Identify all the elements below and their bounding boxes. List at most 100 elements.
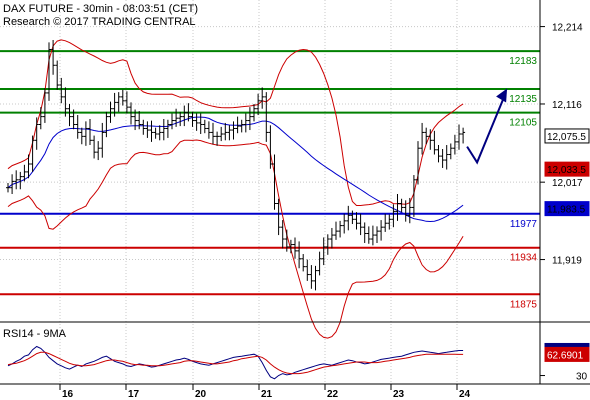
price-bar <box>137 111 142 130</box>
price-bar <box>452 134 457 155</box>
price-bar <box>22 164 27 182</box>
price-bar <box>297 241 302 269</box>
price-bar <box>358 213 363 236</box>
price-bar <box>219 126 224 142</box>
price-badge <box>544 161 590 177</box>
price-bar <box>231 121 236 140</box>
price-bar <box>436 145 441 163</box>
y-tick-label: 12,017 <box>552 178 583 189</box>
price-badge <box>544 201 590 217</box>
price-bar <box>424 127 429 145</box>
price-bar <box>108 101 113 123</box>
price-bar <box>239 119 244 133</box>
price-bar <box>96 141 101 161</box>
x-tick-label: 24 <box>459 389 471 400</box>
price-badge-label: 11,983.5 <box>547 205 586 216</box>
price-bar <box>293 237 297 259</box>
price-bar <box>448 143 453 160</box>
rsi-badge <box>544 346 590 362</box>
price-bar <box>235 116 240 134</box>
forecast-path <box>466 94 507 165</box>
price-bar <box>247 107 252 131</box>
x-tick-label: 21 <box>261 389 273 400</box>
price-bar <box>428 129 433 150</box>
price-bar <box>346 205 351 231</box>
price-bar <box>416 141 420 185</box>
price-bar <box>411 175 416 217</box>
price-bar <box>47 42 51 101</box>
price-bar <box>325 234 330 255</box>
price-bar <box>211 122 215 145</box>
price-bar <box>366 226 371 244</box>
price-bar <box>67 103 72 127</box>
price-bar <box>329 227 334 249</box>
price-bar <box>10 174 15 195</box>
price-bar <box>129 102 133 125</box>
price-bar <box>186 103 191 122</box>
price-bar <box>149 120 154 142</box>
price-bar <box>6 182 10 193</box>
price-bar <box>38 107 43 130</box>
price-bar <box>161 118 166 141</box>
price-bar <box>309 265 314 289</box>
price-bar <box>243 113 248 133</box>
price-bar <box>63 87 68 117</box>
rsi-title: RSI14 - 9MA <box>3 328 67 340</box>
price-bar <box>14 170 19 190</box>
price-bar <box>153 127 158 139</box>
price-bar <box>83 121 88 146</box>
price-bar <box>354 212 359 230</box>
forecast-arrowhead <box>496 88 508 103</box>
price-badge <box>544 128 590 144</box>
price-bar <box>79 127 84 145</box>
price-bar <box>276 198 281 236</box>
price-bar <box>174 108 179 127</box>
price-bar <box>338 220 343 238</box>
price-bar <box>350 210 355 225</box>
x-tick-label: 23 <box>393 389 405 400</box>
price-bar <box>317 251 322 276</box>
y-tick-label: 12,116 <box>552 100 582 111</box>
price-bar <box>260 87 265 109</box>
price-bar <box>342 213 347 234</box>
price-bar <box>88 118 92 146</box>
price-bar <box>26 154 31 179</box>
price-bar <box>280 220 285 249</box>
price-bar <box>268 125 273 169</box>
level-label: 11977 <box>510 219 538 230</box>
price-bar <box>399 198 404 213</box>
price-bar <box>133 109 138 131</box>
level-label: 11934 <box>510 253 538 264</box>
price-bar <box>440 148 445 168</box>
price-bar <box>34 117 39 150</box>
price-bar <box>375 226 379 243</box>
price-bar <box>256 93 261 116</box>
level-label: 12135 <box>509 94 537 105</box>
price-bar <box>178 111 183 127</box>
rsi-y-tick-label: 30 <box>576 372 588 383</box>
rsi-badge-label: 62.6901 <box>547 350 584 361</box>
price-bar <box>120 89 125 106</box>
price-bar <box>55 60 60 90</box>
price-bar <box>182 105 187 127</box>
price-bar <box>42 88 47 123</box>
price-bar <box>100 122 105 158</box>
price-bar <box>407 197 412 224</box>
chart-title: DAX FUTURE - 30min - 08:03:51 (CET) <box>3 3 198 15</box>
price-bar <box>104 111 109 138</box>
price-bar <box>71 109 76 130</box>
price-bar <box>227 125 232 141</box>
price-bar <box>264 92 269 142</box>
price-bar <box>272 154 277 210</box>
price-bar <box>432 130 437 155</box>
price-bar <box>157 125 162 141</box>
price-bar <box>202 119 207 134</box>
price-bar <box>206 121 211 139</box>
price-bar <box>370 225 375 246</box>
rsi14-line <box>7 345 464 380</box>
price-bar <box>420 122 425 155</box>
price-bar <box>284 229 289 252</box>
price-bar <box>321 237 326 266</box>
price-bar <box>194 113 199 131</box>
price-bar <box>383 213 388 232</box>
